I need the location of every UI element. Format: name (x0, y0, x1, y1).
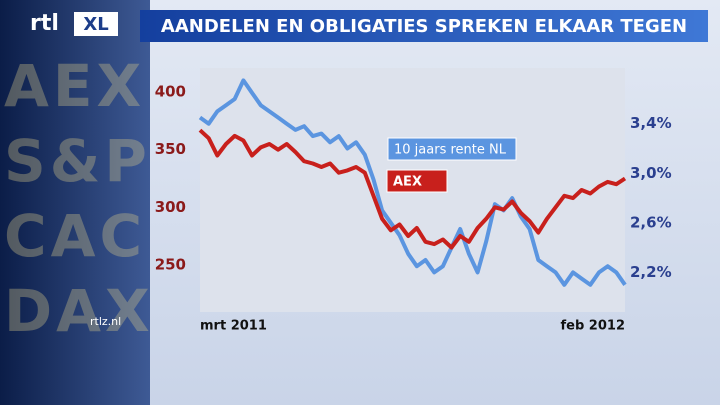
logo-box (74, 12, 118, 36)
y2-tick-label: 3,4% (630, 114, 672, 132)
chart-title: AANDELEN EN OBLIGATIES SPREKEN ELKAAR TE… (161, 16, 687, 37)
y2-tick-label: 3,0% (630, 164, 672, 182)
y-tick-label: 400 (155, 83, 186, 101)
series-line (198, 78, 627, 287)
y-tick-label: 300 (155, 198, 186, 216)
board-text: DAX (4, 277, 154, 345)
legend-label: AEX (393, 175, 422, 190)
side-panel (0, 0, 150, 405)
logo: rtl (30, 11, 59, 36)
legend-box (387, 137, 517, 161)
watermark: rtlz.nl (90, 315, 121, 328)
y2-tick-label: 2,2% (630, 263, 672, 281)
x-tick-label: feb 2012 (561, 319, 626, 334)
chart: 250 300 350 400 2,2% 2,6% 3,0% 3,4% mrt 2011 feb … (155, 78, 672, 334)
y-tick-label: 350 (155, 140, 186, 158)
legend-label: 10 jaars rente NL (394, 143, 507, 158)
board-text: CAC (4, 202, 146, 270)
logo-suffix: XL (83, 14, 108, 35)
legend-box (386, 169, 448, 193)
y-tick-label: 250 (155, 255, 186, 273)
title-bar (140, 10, 708, 42)
x-tick-label: mrt 2011 (200, 319, 267, 334)
board-text: AEX (4, 52, 145, 120)
y2-tick-label: 2,6% (630, 213, 672, 231)
series-line (198, 128, 627, 250)
ticker-board: AEX S&P CAC DAX (4, 52, 154, 345)
board-text: S&P (4, 127, 151, 195)
